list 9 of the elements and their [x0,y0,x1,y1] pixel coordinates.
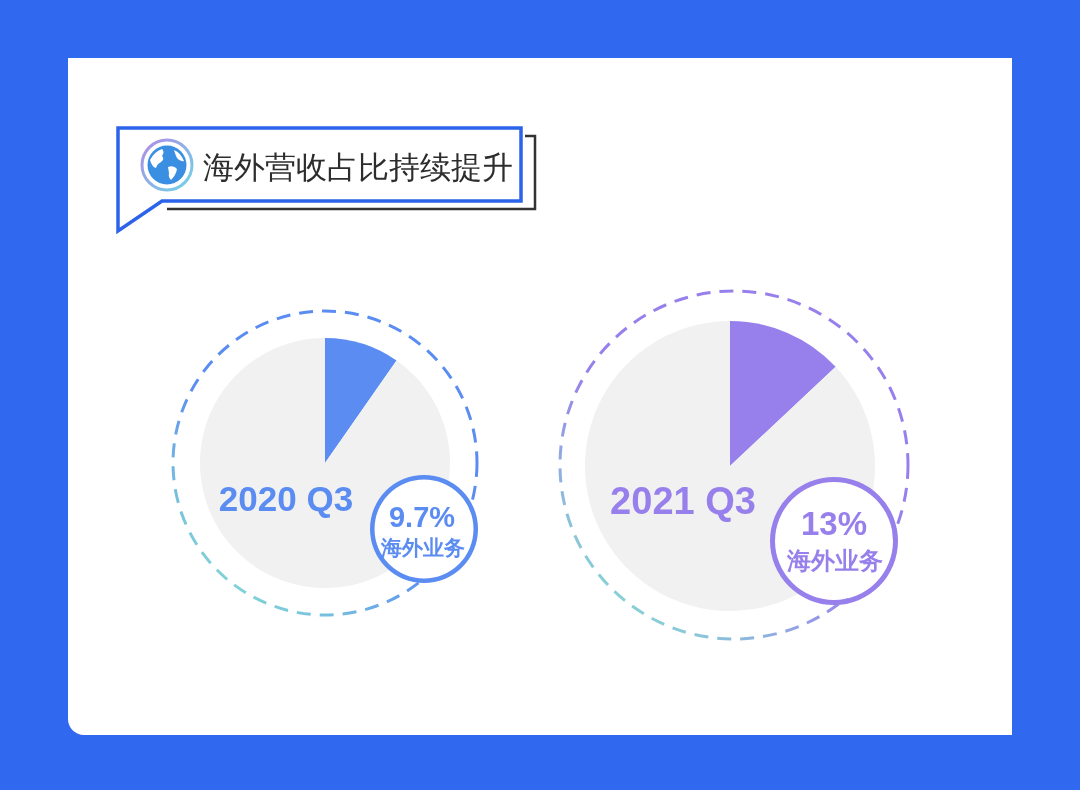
text: 2020 Q3 [218,479,354,518]
text: 2021 Q3 [610,480,756,522]
pie-slice [325,338,397,463]
text: 13% [800,504,868,542]
text: 海外业务 [381,535,465,560]
text: 9.7% [388,500,456,533]
pie-slice [730,321,836,466]
text: 海外营收占比持续提升 [203,148,513,185]
text: 海外业务 [787,547,883,575]
